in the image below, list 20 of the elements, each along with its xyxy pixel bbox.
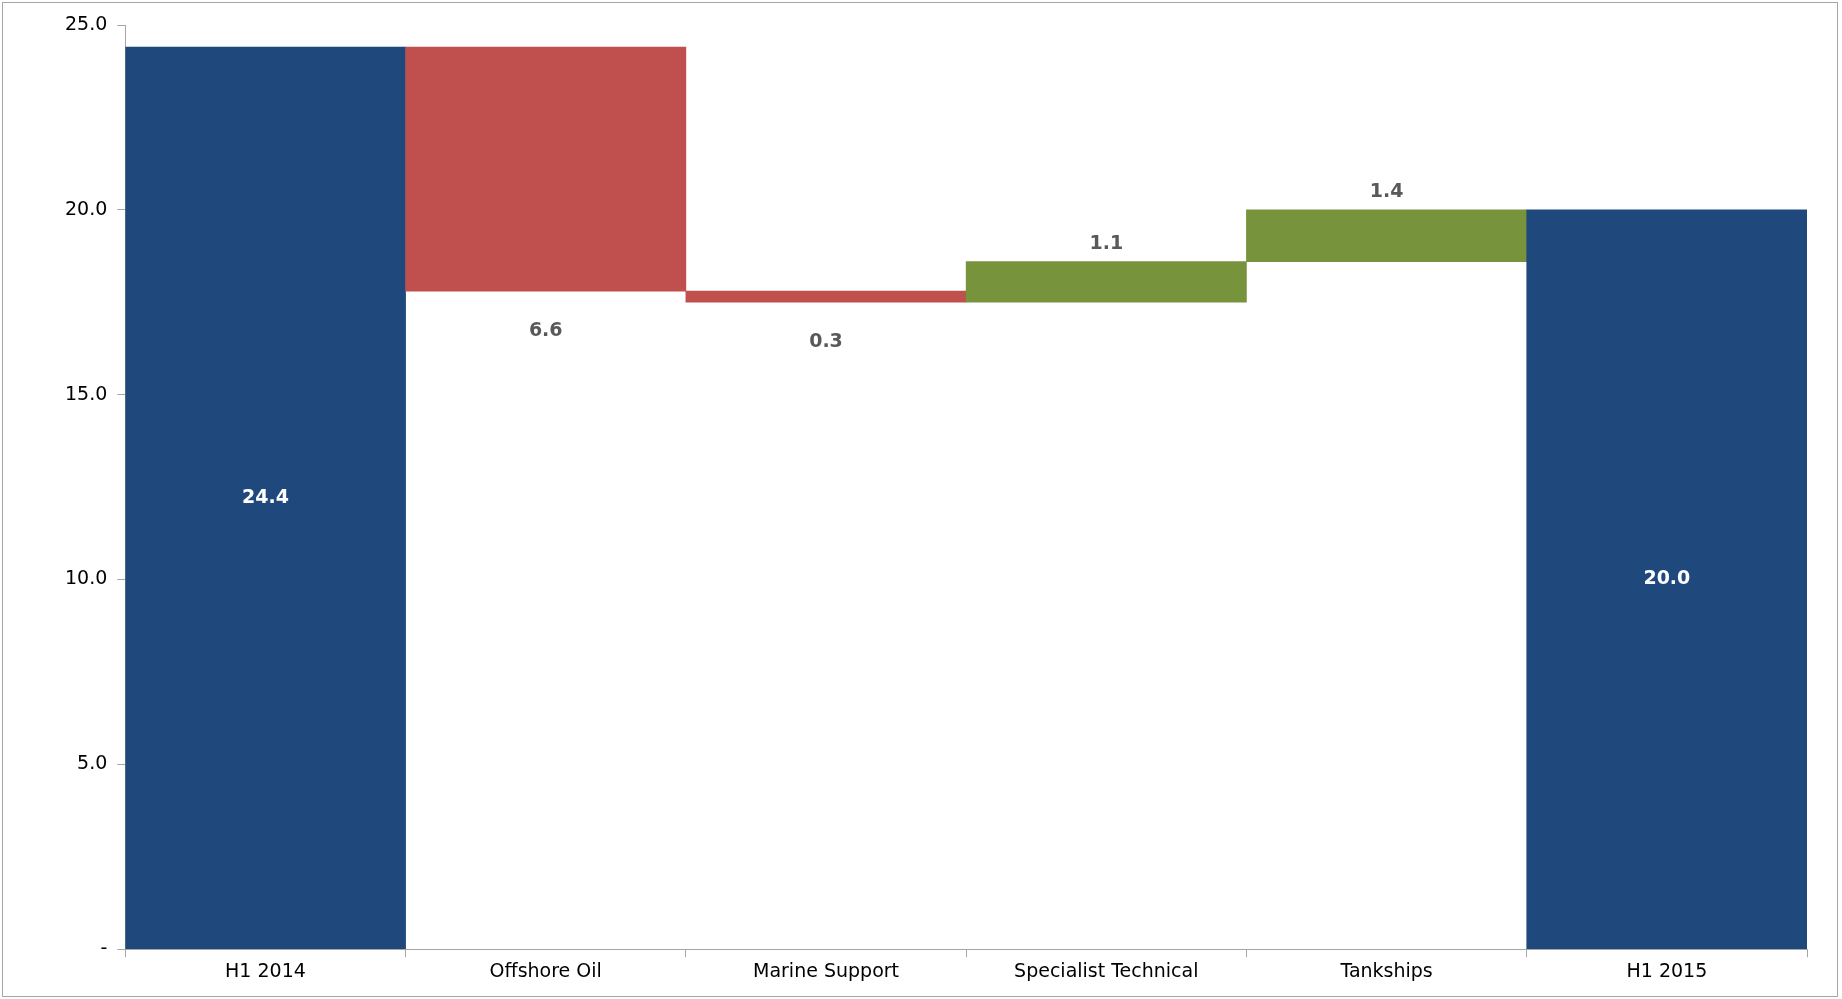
x-tick-label: Specialist Technical — [1014, 958, 1199, 981]
data-label: 0.3 — [809, 328, 843, 351]
data-label: 1.1 — [1089, 231, 1124, 254]
y-tick-label: 10.0 — [64, 566, 108, 589]
x-tick-label: H1 2015 — [1626, 958, 1708, 981]
bar — [1526, 209, 1807, 950]
data-label: 20.0 — [1643, 566, 1691, 589]
y-tick-label: 5.0 — [77, 751, 108, 774]
x-tick-label: Marine Support — [753, 958, 900, 981]
data-label: 24.4 — [242, 485, 289, 508]
x-tick-label: Tankships — [1339, 958, 1433, 981]
data-label: 6.6 — [528, 317, 563, 340]
x-tick-label: Offshore Oil — [489, 958, 602, 981]
y-tick-label: - — [100, 936, 108, 959]
x-tick-label: H1 2014 — [225, 958, 306, 981]
y-tick-label: 20.0 — [64, 196, 108, 219]
bar — [125, 46, 406, 950]
y-tick-label: 15.0 — [64, 381, 108, 404]
y-tick-label: 25.0 — [64, 11, 108, 34]
data-label: 1.4 — [1369, 179, 1404, 202]
